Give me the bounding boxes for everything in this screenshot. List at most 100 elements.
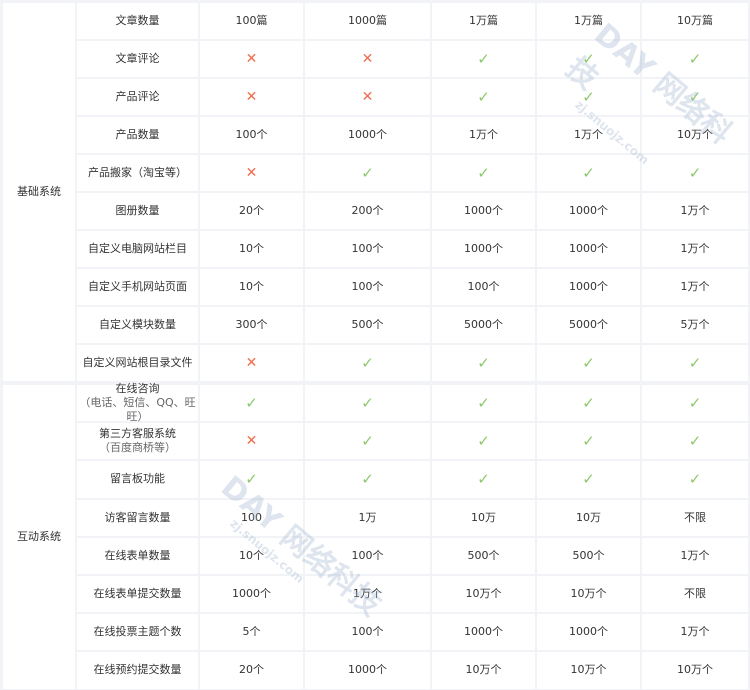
feature-name: 图册数量 (115, 204, 160, 217)
value-cell: 1000个 (305, 652, 430, 689)
category-label: 基础系统 (3, 3, 75, 381)
value-cell: 5万个 (642, 307, 748, 343)
value-cell: 10万个 (642, 652, 748, 689)
check-icon: ✓ (537, 461, 640, 498)
value-cell: 1000个 (305, 117, 430, 153)
value-cell: 1000个 (537, 231, 640, 267)
value-cell: 100个 (200, 117, 303, 153)
check-icon: ✓ (537, 41, 640, 77)
value-cell: 1000个 (537, 614, 640, 651)
cross-icon: ✕ (200, 155, 303, 191)
feature-name: 产品评论 (115, 90, 160, 103)
check-icon: ✓ (642, 79, 748, 115)
feature-cell: 自定义手机网站页面 (77, 269, 198, 305)
value-cell: 100个 (305, 231, 430, 267)
value-cell: 10万 (432, 499, 535, 536)
check-icon: ✓ (305, 423, 430, 460)
feature-cell: 第三方客服系统 （百度商桥等） (77, 423, 198, 460)
value-cell: 10个 (200, 269, 303, 305)
feature-name: 自定义手机网站页面 (88, 280, 187, 293)
value-cell: 100个 (305, 537, 430, 574)
feature-name: 在线咨询 (115, 382, 160, 396)
check-icon: ✓ (432, 155, 535, 191)
value-cell: 10万个 (642, 117, 748, 153)
feature-cell: 文章数量 (77, 3, 198, 39)
feature-cell: 自定义电脑网站栏目 (77, 231, 198, 267)
feature-cell: 在线预约提交数量 (77, 652, 198, 689)
feature-cell: 产品评论 (77, 79, 198, 115)
feature-name: 在线表单提交数量 (93, 587, 182, 601)
feature-name: 在线表单数量 (104, 548, 171, 562)
value-cell: 5个 (200, 614, 303, 651)
value-cell: 1万个 (642, 231, 748, 267)
value-cell: 10个 (200, 537, 303, 574)
feature-name: 自定义网站根目录文件 (82, 356, 193, 369)
feature-name: 自定义模块数量 (99, 318, 176, 331)
check-icon: ✓ (642, 155, 748, 191)
feature-name: 自定义电脑网站栏目 (88, 242, 187, 255)
check-icon: ✓ (642, 423, 748, 460)
feature-name: 产品搬家（淘宝等） (88, 166, 187, 179)
value-cell: 1万个 (642, 537, 748, 574)
check-icon: ✓ (432, 385, 535, 422)
feature-cell: 产品数量 (77, 117, 198, 153)
value-cell: 不限 (642, 499, 748, 536)
value-cell: 100 (200, 499, 303, 536)
cross-icon: ✕ (305, 41, 430, 77)
value-cell: 不限 (642, 575, 748, 613)
check-icon: ✓ (537, 155, 640, 191)
value-cell: 1000个 (432, 193, 535, 229)
feature-cell: 产品搬家（淘宝等） (77, 155, 198, 191)
value-cell: 100篇 (200, 3, 303, 39)
check-icon: ✓ (432, 79, 535, 115)
check-icon: ✓ (432, 41, 535, 77)
check-icon: ✓ (642, 345, 748, 381)
value-cell: 10万个 (432, 652, 535, 689)
feature-cell: 文章评论 (77, 41, 198, 77)
value-cell: 1万篇 (537, 3, 640, 39)
feature-cell: 图册数量 (77, 193, 198, 229)
feature-name: 产品数量 (115, 128, 160, 141)
feature-name: 第三方客服系统 (99, 427, 176, 441)
value-cell: 1000个 (432, 614, 535, 651)
value-cell: 10万个 (432, 575, 535, 613)
value-cell: 100个 (305, 269, 430, 305)
check-icon: ✓ (537, 423, 640, 460)
check-icon: ✓ (432, 345, 535, 381)
check-icon: ✓ (537, 345, 640, 381)
value-cell: 100个 (305, 614, 430, 651)
value-cell: 1万个 (537, 117, 640, 153)
value-cell: 10万个 (537, 652, 640, 689)
value-cell: 500个 (305, 307, 430, 343)
value-cell: 5000个 (537, 307, 640, 343)
check-icon: ✓ (305, 461, 430, 498)
value-cell: 1万个 (432, 117, 535, 153)
value-cell: 20个 (200, 652, 303, 689)
value-cell: 20个 (200, 193, 303, 229)
value-cell: 10万 (537, 499, 640, 536)
section-interaction-system: 互动系统 在线咨询 （电话、短信、QQ、旺旺） ✓ ✓ ✓ ✓ ✓ 第三方客服系统 （百度商桥等）… (3, 382, 748, 689)
check-icon: ✓ (200, 461, 303, 498)
cross-icon: ✕ (200, 41, 303, 77)
value-cell: 1000个 (432, 231, 535, 267)
value-cell: 100个 (432, 269, 535, 305)
check-icon: ✓ (642, 461, 748, 498)
check-icon: ✓ (537, 385, 640, 422)
check-icon: ✓ (305, 385, 430, 422)
value-cell: 300个 (200, 307, 303, 343)
feature-cell: 在线表单提交数量 (77, 575, 198, 613)
feature-name: 在线投票主题个数 (93, 625, 182, 639)
value-cell: 1万个 (642, 614, 748, 651)
check-icon: ✓ (432, 461, 535, 498)
feature-name: 在线预约提交数量 (93, 663, 182, 677)
feature-cell: 自定义模块数量 (77, 307, 198, 343)
value-cell: 500个 (537, 537, 640, 574)
feature-name: 文章数量 (115, 14, 160, 27)
value-cell: 1000个 (537, 269, 640, 305)
value-cell: 1000篇 (305, 3, 430, 39)
cross-icon: ✕ (200, 79, 303, 115)
check-icon: ✓ (537, 79, 640, 115)
check-icon: ✓ (642, 41, 748, 77)
feature-cell: 在线咨询 （电话、短信、QQ、旺旺） (77, 382, 198, 423)
feature-cell: 在线表单数量 (77, 537, 198, 574)
